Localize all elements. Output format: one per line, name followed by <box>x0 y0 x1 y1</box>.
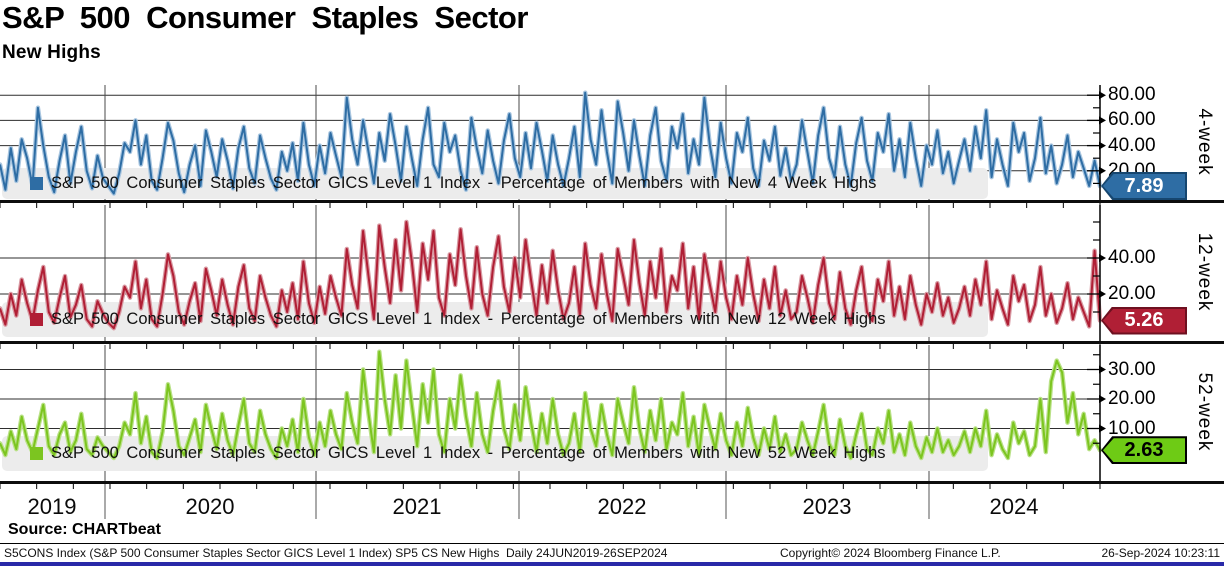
legend-label-52week: S&P 500 Consumer Staples Sector GICS Lev… <box>51 443 886 462</box>
x-axis-year-label: 2021 <box>392 494 442 519</box>
page-title: S&P 500 Consumer Staples Sector <box>2 0 528 35</box>
x-axis-year-label: 2022 <box>597 494 647 519</box>
y-tick-label: 40.00 <box>1108 247 1156 268</box>
legend-4week: S&P 500 Consumer Staples Sector GICS Lev… <box>30 174 876 193</box>
legend-swatch-52week <box>30 446 43 460</box>
y-tick-label: 10.00 <box>1108 417 1156 439</box>
legend-swatch-4week <box>30 176 43 190</box>
y-tick-label: 60.00 <box>1108 109 1156 131</box>
legend-52week: S&P 500 Consumer Staples Sector GICS Lev… <box>30 444 886 463</box>
legend-swatch-12week <box>30 312 43 326</box>
y-tick-label: 80.00 <box>1108 84 1156 106</box>
last-value-badge-4week: 7.89 <box>1101 172 1187 201</box>
panel-label-52week: 52-week <box>1194 372 1215 452</box>
legend-label-12week: S&P 500 Consumer Staples Sector GICS Lev… <box>51 309 886 328</box>
x-axis-year-label: 2024 <box>989 494 1039 519</box>
last-value-12week: 5.26 <box>1103 308 1185 333</box>
legend-12week: S&P 500 Consumer Staples Sector GICS Lev… <box>30 310 886 329</box>
last-value-badge-52week: 2.63 <box>1101 436 1187 465</box>
panel-label-4week: 4-week <box>1194 108 1215 176</box>
last-value-52week: 2.63 <box>1103 438 1185 463</box>
footer-timestamp: 26-Sep-2024 10:23:11 <box>1101 546 1220 560</box>
y-tick-label: 20.00 <box>1108 283 1156 304</box>
footer-divider <box>0 543 1224 544</box>
source-line: Source: CHARTbeat <box>8 521 161 538</box>
x-axis-year-label: 2020 <box>185 494 235 519</box>
y-tick-label: 40.00 <box>1108 134 1156 156</box>
panel-label-12week: 12-week <box>1194 232 1215 312</box>
bottom-brand-bar <box>0 562 1224 566</box>
x-axis-year-label: 2023 <box>802 494 852 519</box>
y-tick-label: 20.00 <box>1108 388 1156 409</box>
footer-ticker-info: S5CONS Index (S&P 500 Consumer Staples S… <box>4 546 668 560</box>
footer-copyright: Copyright© 2024 Bloomberg Finance L.P. <box>780 546 1001 560</box>
last-value-badge-12week: 5.26 <box>1101 306 1187 335</box>
page-subtitle: New Highs <box>2 42 101 63</box>
legend-label-4week: S&P 500 Consumer Staples Sector GICS Lev… <box>51 173 877 192</box>
y-tick-label: 30.00 <box>1108 358 1156 380</box>
last-value-4week: 7.89 <box>1103 174 1185 199</box>
x-axis-year-label: 2019 <box>27 494 77 519</box>
